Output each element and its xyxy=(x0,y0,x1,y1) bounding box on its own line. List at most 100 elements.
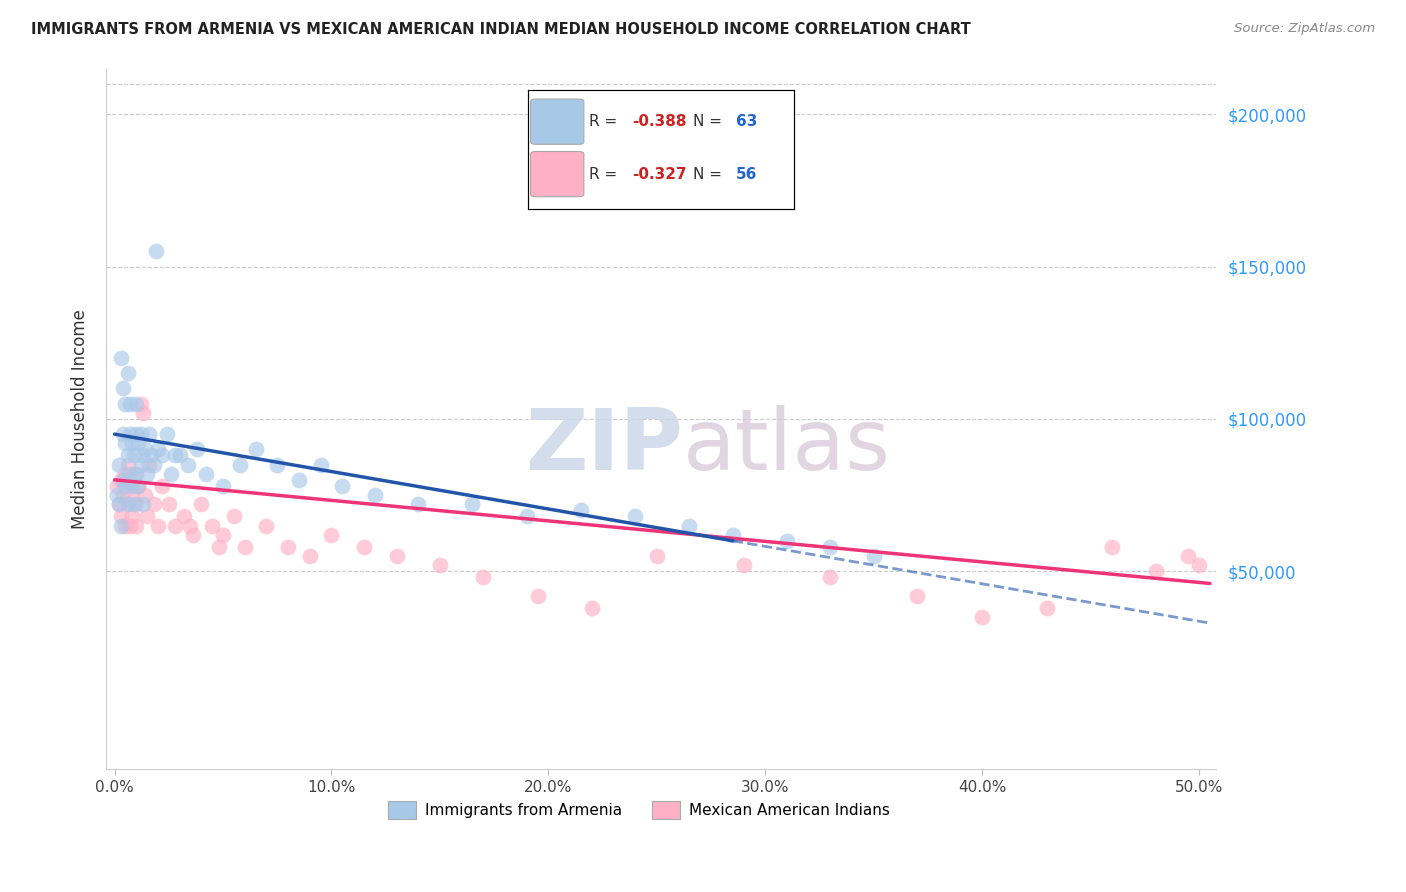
Point xyxy=(156,427,179,442)
Point xyxy=(1177,549,1199,563)
Point xyxy=(136,509,159,524)
Point xyxy=(229,458,252,472)
Point xyxy=(179,518,201,533)
Point xyxy=(118,467,141,481)
Point xyxy=(132,497,155,511)
Point xyxy=(406,497,429,511)
Point xyxy=(127,436,149,450)
Point xyxy=(624,509,647,524)
Point xyxy=(117,497,139,511)
Point xyxy=(146,442,169,457)
Point xyxy=(177,458,200,472)
Y-axis label: Median Household Income: Median Household Income xyxy=(72,309,89,529)
Point xyxy=(108,497,131,511)
Point xyxy=(353,540,375,554)
Point xyxy=(1036,600,1059,615)
Point xyxy=(138,427,160,442)
Point xyxy=(1101,540,1123,554)
Point xyxy=(678,518,700,533)
Point xyxy=(165,518,187,533)
Point xyxy=(129,427,152,442)
Point xyxy=(141,449,163,463)
Point xyxy=(461,497,484,511)
Point xyxy=(516,509,538,524)
Point xyxy=(117,449,139,463)
Point xyxy=(132,449,155,463)
Point xyxy=(212,479,235,493)
Point xyxy=(121,488,143,502)
Point xyxy=(105,488,128,502)
Point xyxy=(108,458,131,472)
Point xyxy=(108,497,131,511)
Point xyxy=(208,540,231,554)
Point xyxy=(122,467,145,481)
Point xyxy=(118,397,141,411)
Point xyxy=(117,458,139,472)
Point xyxy=(160,467,183,481)
Point xyxy=(645,549,668,563)
Point xyxy=(190,497,212,511)
Point xyxy=(222,509,245,524)
Point xyxy=(134,442,156,457)
Point xyxy=(122,449,145,463)
Text: IMMIGRANTS FROM ARMENIA VS MEXICAN AMERICAN INDIAN MEDIAN HOUSEHOLD INCOME CORRE: IMMIGRANTS FROM ARMENIA VS MEXICAN AMERI… xyxy=(31,22,970,37)
Point xyxy=(169,449,191,463)
Point xyxy=(145,244,167,259)
Point xyxy=(112,488,135,502)
Point xyxy=(820,570,842,584)
Point xyxy=(110,351,132,365)
Point xyxy=(114,467,136,481)
Legend: Immigrants from Armenia, Mexican American Indians: Immigrants from Armenia, Mexican America… xyxy=(382,795,896,825)
Point xyxy=(118,518,141,533)
Point xyxy=(254,518,277,533)
Point xyxy=(146,518,169,533)
Point xyxy=(194,467,217,481)
Point xyxy=(125,518,148,533)
Point xyxy=(114,397,136,411)
Point xyxy=(569,503,592,517)
Text: atlas: atlas xyxy=(683,406,891,489)
Point xyxy=(364,488,387,502)
Point xyxy=(526,589,548,603)
Point xyxy=(972,610,994,624)
Point xyxy=(733,558,755,573)
Point xyxy=(429,558,451,573)
Point xyxy=(862,549,884,563)
Point xyxy=(121,479,143,493)
Point xyxy=(150,479,173,493)
Point xyxy=(110,509,132,524)
Point xyxy=(905,589,928,603)
Point xyxy=(721,527,744,541)
Point xyxy=(112,427,135,442)
Point xyxy=(117,366,139,380)
Point xyxy=(127,479,149,493)
Point xyxy=(132,406,155,420)
Point xyxy=(114,479,136,493)
Point xyxy=(114,518,136,533)
Point xyxy=(1144,564,1167,578)
Point xyxy=(157,497,180,511)
Point xyxy=(150,449,173,463)
Point xyxy=(309,458,332,472)
Point xyxy=(472,570,495,584)
Point xyxy=(181,527,204,541)
Point xyxy=(127,479,149,493)
Point xyxy=(136,467,159,481)
Point xyxy=(321,527,343,541)
Point xyxy=(112,473,135,487)
Point xyxy=(105,479,128,493)
Point xyxy=(820,540,842,554)
Point xyxy=(110,473,132,487)
Point xyxy=(125,397,148,411)
Point xyxy=(266,458,288,472)
Point xyxy=(201,518,224,533)
Point xyxy=(114,436,136,450)
Point xyxy=(385,549,408,563)
Point xyxy=(1188,558,1211,573)
Point xyxy=(776,533,799,548)
Point xyxy=(212,527,235,541)
Point xyxy=(129,458,152,472)
Point xyxy=(118,427,141,442)
Text: Source: ZipAtlas.com: Source: ZipAtlas.com xyxy=(1234,22,1375,36)
Point xyxy=(125,497,148,511)
